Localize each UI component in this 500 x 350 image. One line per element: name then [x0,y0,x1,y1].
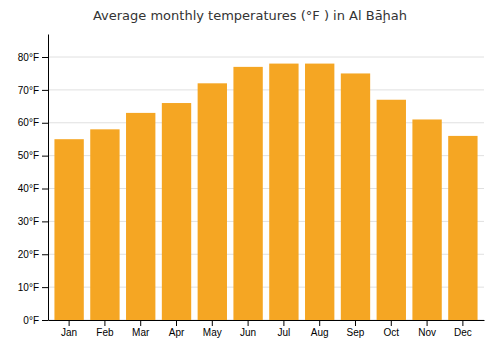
tick-mark [69,320,70,326]
tick: 20°F [18,249,48,260]
tick: Jun [240,320,256,338]
tick: 70°F [18,85,48,96]
tick-label: 10°F [18,282,39,293]
bar [198,83,227,320]
tick: Nov [418,320,436,338]
tick-label: Dec [454,327,472,338]
tick-mark [427,320,428,326]
bar [269,64,298,320]
tick-mark [355,320,356,326]
tick-mark [462,320,463,326]
tick: Mar [132,320,150,338]
y-axis: 0°F 10°F 20°F 30°F 40°F 50°F 60°F 70°F 80°F [18,35,49,326]
tick: Oct [384,320,400,338]
grid [48,57,484,320]
grid-line [48,89,484,90]
tick-mark [319,320,320,326]
tick-mark [42,320,48,321]
plot: 0°F 10°F 20°F 30°F 40°F 50°F 60°F 70°F 80°F Jan Fe… [18,35,485,339]
tick-mark [391,320,392,326]
axis-line [48,35,49,321]
tick-label: 70°F [18,85,39,96]
tick: 0°F [23,315,48,326]
tick-label: Feb [96,327,114,338]
tick-mark [248,320,249,326]
bar [126,113,155,320]
tick-mark [176,320,177,326]
bar [377,100,406,320]
tick: Aug [311,320,329,338]
bar [341,73,370,320]
tick-mark [104,320,105,326]
chart: 0°F 10°F 20°F 30°F 40°F 50°F 60°F 70°F 80°F Jan Fe… [0,0,500,350]
tick-label: Oct [384,327,400,338]
tick: Sep [347,320,365,338]
tick-label: 20°F [18,249,39,260]
tick: 40°F [18,183,48,194]
tick: 50°F [18,150,48,161]
tick-mark [42,90,48,91]
tick-label: 40°F [18,183,39,194]
tick-mark [140,320,141,326]
tick: Apr [169,320,185,338]
tick-mark [42,57,48,58]
tick-mark [42,156,48,157]
bar [305,64,334,320]
tick-label: 80°F [18,52,39,63]
tick-label: Aug [311,327,329,338]
tick-label: Jul [277,327,290,338]
title: Average monthly temperatures (°F ) in Al… [93,8,407,23]
tick-mark [42,123,48,124]
bar [448,136,477,320]
tick-label: Jan [61,327,77,338]
tick-label: 0°F [23,315,39,326]
bar [412,119,441,320]
tick-mark [42,189,48,190]
tick-mark [42,254,48,255]
tick-label: May [203,327,222,338]
grid-line [48,57,484,58]
tick-label: Jun [240,327,256,338]
x-axis: Jan Feb Mar Apr May Jun Jul Aug Sep Oct Nov Dec [49,320,485,338]
tick: 30°F [18,216,48,227]
axis-line [49,320,485,321]
tick-mark [283,320,284,326]
tick: Jul [277,320,290,338]
tick-mark [212,320,213,326]
tick-label: Mar [132,327,150,338]
tick: Dec [454,320,472,338]
bar [54,139,83,320]
tick-label: 50°F [18,150,39,161]
tick: May [203,320,222,338]
tick: 80°F [18,52,48,63]
bar [233,67,262,320]
tick-label: Sep [347,327,365,338]
tick-label: Nov [418,327,436,338]
tick: Jan [61,320,77,338]
bar [162,103,191,320]
tick-mark [42,287,48,288]
bar [90,129,119,320]
tick-mark [42,221,48,222]
tick-label: 60°F [18,117,39,128]
tick-label: Apr [169,327,185,338]
tick: Feb [96,320,114,338]
tick: 60°F [18,117,48,128]
tick: 10°F [18,282,48,293]
bars [54,64,477,320]
tick-label: 30°F [18,216,39,227]
